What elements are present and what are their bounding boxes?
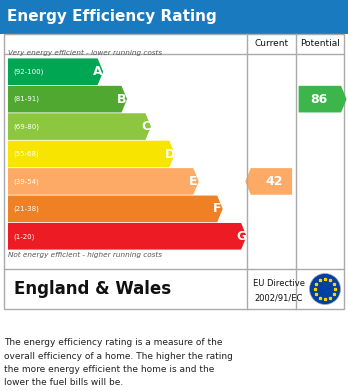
Text: (21-38): (21-38)	[13, 206, 39, 212]
Polygon shape	[8, 223, 247, 249]
Text: Energy Efficiency Rating: Energy Efficiency Rating	[7, 9, 217, 25]
Text: G: G	[236, 230, 246, 243]
Text: Not energy efficient - higher running costs: Not energy efficient - higher running co…	[8, 252, 162, 258]
Circle shape	[309, 273, 340, 305]
Text: 2002/91/EC: 2002/91/EC	[254, 293, 303, 302]
Text: (55-68): (55-68)	[13, 151, 39, 157]
Text: D: D	[165, 147, 175, 160]
Text: Potential: Potential	[300, 39, 340, 48]
Polygon shape	[8, 196, 223, 222]
Text: The energy efficiency rating is a measure of the
overall efficiency of a home. T: The energy efficiency rating is a measur…	[4, 338, 233, 387]
Polygon shape	[299, 86, 347, 113]
Text: (81-91): (81-91)	[13, 96, 39, 102]
Text: (1-20): (1-20)	[13, 233, 34, 240]
Polygon shape	[245, 168, 292, 195]
Polygon shape	[8, 113, 151, 140]
Polygon shape	[8, 86, 127, 113]
Polygon shape	[8, 58, 103, 85]
Text: 86: 86	[310, 93, 327, 106]
Text: England & Wales: England & Wales	[14, 280, 171, 298]
Text: A: A	[93, 65, 103, 78]
Text: B: B	[117, 93, 127, 106]
Text: Very energy efficient - lower running costs: Very energy efficient - lower running co…	[8, 50, 162, 56]
Text: (69-80): (69-80)	[13, 123, 39, 130]
Bar	[4, 34, 344, 309]
Text: Current: Current	[254, 39, 288, 48]
Bar	[0, 0, 348, 34]
Polygon shape	[8, 141, 175, 167]
Text: 42: 42	[266, 175, 283, 188]
Text: F: F	[213, 203, 222, 215]
Polygon shape	[8, 168, 199, 195]
Text: (39-54): (39-54)	[13, 178, 39, 185]
Text: EU Directive: EU Directive	[253, 278, 304, 287]
Text: E: E	[189, 175, 198, 188]
Text: C: C	[141, 120, 150, 133]
Text: (92-100): (92-100)	[13, 68, 44, 75]
